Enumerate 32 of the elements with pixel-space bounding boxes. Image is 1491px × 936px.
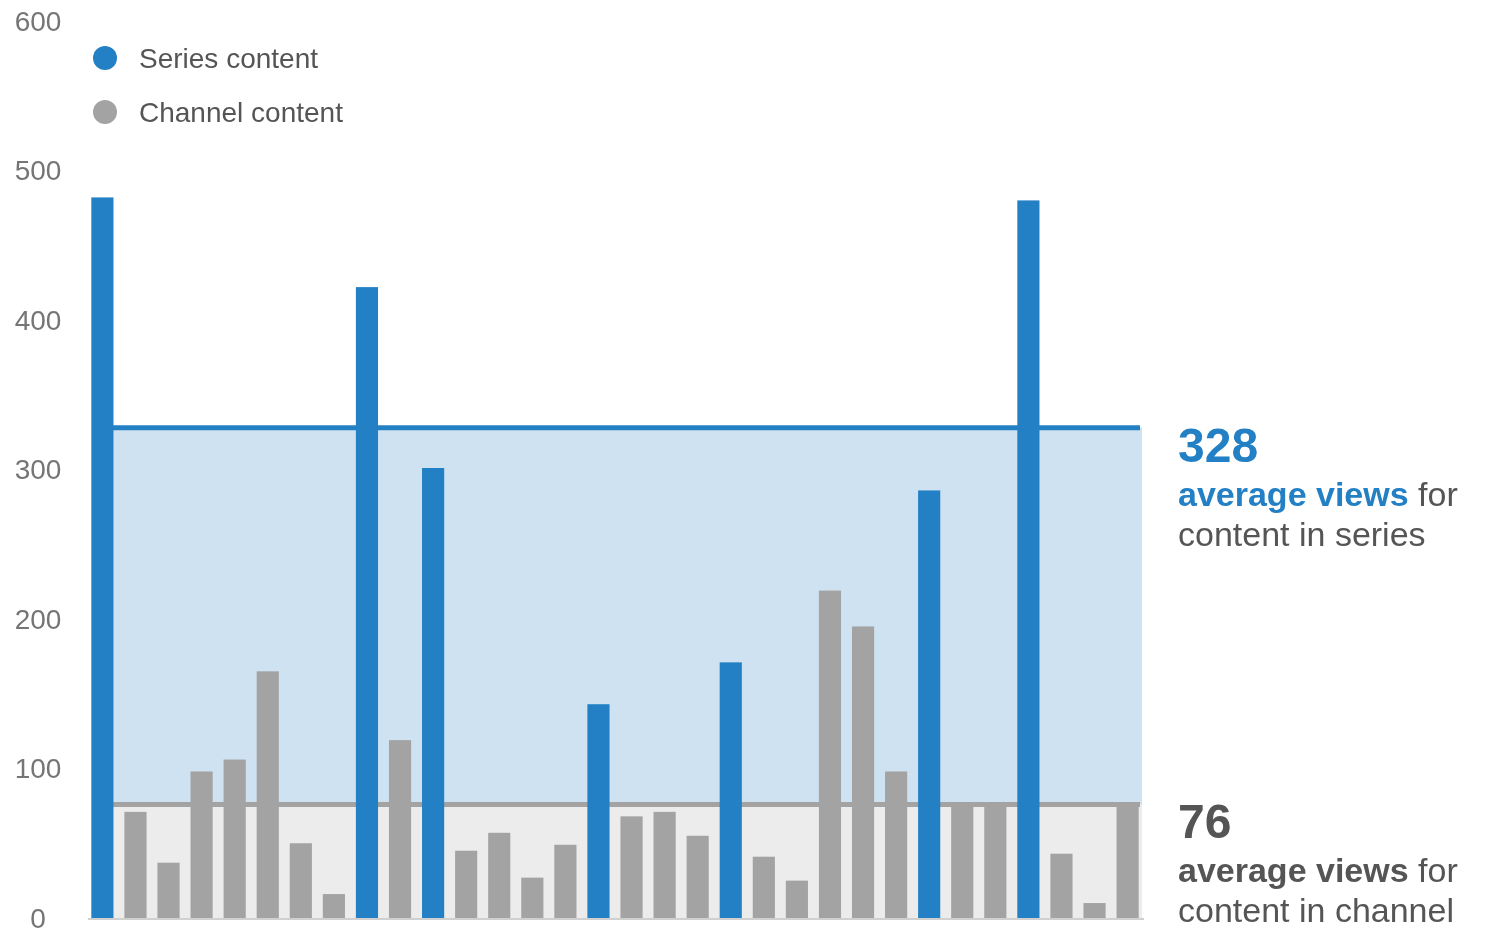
bar <box>918 490 941 918</box>
bar <box>455 850 478 918</box>
bar <box>521 877 544 918</box>
legend-label: Series content <box>139 42 319 74</box>
bar <box>785 880 808 918</box>
bar <box>554 844 577 918</box>
legend-label: Channel content <box>139 96 344 128</box>
bar <box>719 662 742 918</box>
bar <box>686 835 709 918</box>
bar <box>488 832 511 918</box>
ref-line-label: average views for content in series <box>1178 474 1458 553</box>
bar <box>289 843 312 918</box>
bar <box>157 862 180 918</box>
bar <box>620 816 643 918</box>
bar <box>422 468 445 918</box>
bar <box>124 811 147 918</box>
bar <box>752 856 775 918</box>
bar <box>322 894 345 918</box>
y-tick-label: 500 <box>14 155 62 187</box>
bar <box>653 811 676 918</box>
y-tick-label: 300 <box>14 454 62 486</box>
y-tick-label: 400 <box>14 304 62 336</box>
y-tick-label: 200 <box>14 603 62 635</box>
y-tick-label: 0 <box>30 902 46 934</box>
text: 76 <box>1178 795 1232 849</box>
text: 328 <box>1178 418 1259 472</box>
bar <box>587 704 610 918</box>
y-tick-label: 100 <box>14 753 62 785</box>
bar <box>1083 903 1106 918</box>
ref-line-label: average views for content in channel <box>1178 851 1458 930</box>
y-tick-label: 600 <box>14 5 62 37</box>
bar <box>1050 853 1073 918</box>
